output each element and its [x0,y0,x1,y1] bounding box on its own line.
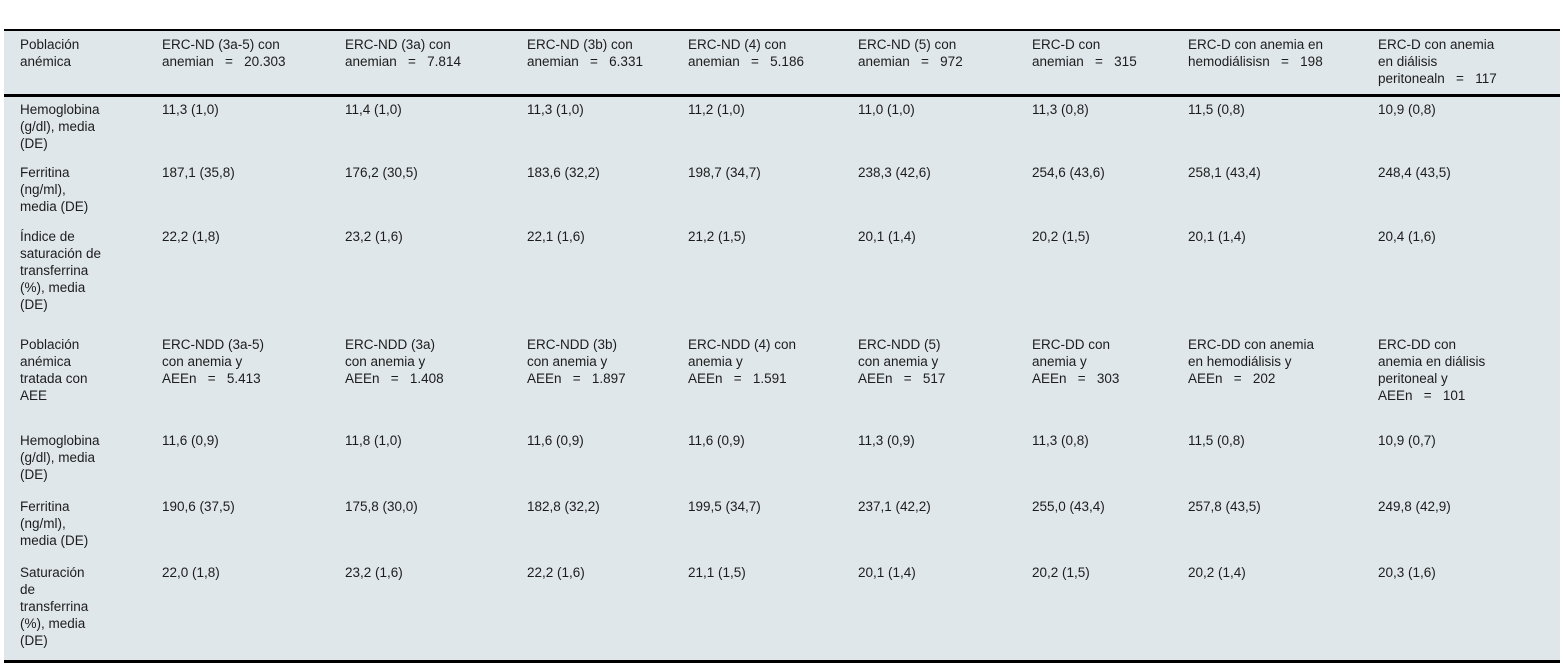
row-label: Hemoglobina (g/dl), media (DE) [20,432,100,482]
value-cell: 11,2 (1,0) [688,102,745,117]
value-cell: 11,5 (0,8) [1188,432,1245,448]
row-label: Población anémica tratada con AEE [20,336,88,403]
table-row-indice-saturacion: Índice de saturación de transferrina (%)… [4,224,1560,332]
value-cell: 11,6 (0,9) [688,432,745,448]
value-cell: 20,4 (1,6) [1378,228,1436,244]
subheader-cell-erc-ndd-5: ERC-NDD (5) con anemia y AEEn = 517 [858,336,946,386]
value-cell: 11,3 (0,8) [1032,102,1089,117]
value-cell: 198,7 (34,7) [688,164,761,180]
value-cell: 11,3 (0,8) [1032,432,1089,448]
value-cell: 11,6 (0,9) [162,432,219,448]
value-cell: 22,2 (1,6) [527,564,585,580]
value-cell: 22,2 (1,8) [162,228,220,244]
value-cell: 20,2 (1,5) [1032,564,1090,580]
value-cell: 258,1 (43,4) [1188,164,1261,180]
value-cell: 11,4 (1,0) [345,102,402,117]
header-cell-erc-d: ERC-D con anemian = 315 [1032,30,1188,97]
table-row-poblacion-tratada-aee: Población anémica tratada con AEE ERC-ND… [4,332,1560,428]
subheader-cell-erc-ndd-3a5: ERC-NDD (3a-5) con anemia y AEEn = 5.413 [162,336,265,386]
value-cell: 23,2 (1,6) [345,228,403,244]
subheader-cell-erc-ndd-4: ERC-NDD (4) con anemia y AEEn = 1.591 [688,336,797,386]
subheader-cell-erc-dd-dialisis-peritoneal: ERC-DD con anemia en diálisis peritoneal… [1378,336,1486,403]
header-cell-erc-d-dialisis-peritoneal: ERC-D con anemia en diálisis peritonealn… [1378,30,1560,97]
value-cell: 175,8 (30,0) [345,498,418,514]
row-label: Ferritina (ng/ml), media (DE) [20,498,89,548]
value-cell: 20,2 (1,5) [1032,228,1090,244]
value-cell: 199,5 (34,7) [688,498,761,514]
value-cell: 22,0 (1,8) [162,564,220,580]
value-cell: 20,2 (1,4) [1188,564,1246,580]
value-cell: 183,6 (32,2) [527,164,600,180]
value-cell: 11,0 (1,0) [858,102,915,117]
value-cell: 11,3 (0,9) [858,432,915,448]
value-cell: 182,8 (32,2) [527,498,600,514]
value-cell: 248,4 (43,5) [1378,164,1451,180]
table-row-hemoglobina-1: Hemoglobina (g/dl), media (DE) 11,3 (1,0… [4,96,1560,160]
value-cell: 11,3 (1,0) [162,102,219,117]
value-cell: 11,5 (0,8) [1188,102,1245,117]
header-cell-erc-nd-4: ERC-ND (4) con anemian = 5.186 [688,30,858,97]
header-cell-erc-d-hemodialisis: ERC-D con anemia en hemodiálisisn = 198 [1188,30,1378,97]
row-label: Ferritina (ng/ml), media (DE) [20,164,89,214]
table-row-saturacion-transferrina: Saturación de transferrina (%), media (D… [4,560,1560,662]
page: Población anémica ERC-ND (3a-5) con anem… [0,29,1563,672]
value-cell: 255,0 (43,4) [1032,498,1105,514]
value-cell: 249,8 (42,9) [1378,498,1451,514]
table-row-hemoglobina-2: Hemoglobina (g/dl), media (DE) 11,6 (0,9… [4,428,1560,494]
value-cell: 21,1 (1,5) [688,564,746,580]
value-cell: 237,1 (42,2) [858,498,931,514]
table-header-row: Población anémica ERC-ND (3a-5) con anem… [4,30,1560,97]
header-cell-erc-nd-3a5: ERC-ND (3a-5) con anemian = 20.303 [162,30,345,97]
subheader-cell-erc-dd-hemodialisis: ERC-DD con anemia en hemodiálisis y AEEn… [1188,336,1315,386]
value-cell: 22,1 (1,6) [527,228,585,244]
subheader-cell-erc-ndd-3b: ERC-NDD (3b) con anemia y AEEn = 1.897 [527,336,626,386]
subheader-cell-erc-dd: ERC-DD con anemia y AEEn = 303 [1032,336,1120,386]
value-cell: 23,2 (1,6) [345,564,403,580]
value-cell: 190,6 (37,5) [162,498,235,514]
header-cell-poblacion-anemica: Población anémica [4,30,162,97]
value-cell: 10,9 (0,7) [1378,432,1436,448]
value-cell: 20,1 (1,4) [858,228,916,244]
value-cell: 20,1 (1,4) [1188,228,1246,244]
value-cell: 20,1 (1,4) [858,564,916,580]
subheader-cell-erc-ndd-3a: ERC-NDD (3a) con anemia y AEEn = 1.408 [345,336,444,386]
value-cell: 257,8 (43,5) [1188,498,1261,514]
value-cell: 238,3 (42,6) [858,164,931,180]
value-cell: 11,6 (0,9) [527,432,584,448]
value-cell: 20,3 (1,6) [1378,564,1436,580]
value-cell: 254,6 (43,6) [1032,164,1105,180]
header-cell-erc-nd-5: ERC-ND (5) con anemian = 972 [858,30,1032,97]
value-cell: 11,8 (1,0) [345,432,402,448]
anemia-population-table: Población anémica ERC-ND (3a-5) con anem… [4,29,1560,663]
row-label: Índice de saturación de transferrina (%)… [20,228,102,312]
table-row-ferritina-2: Ferritina (ng/ml), media (DE) 190,6 (37,… [4,494,1560,560]
row-label: Hemoglobina (g/dl), media (DE) [20,102,100,151]
header-cell-erc-nd-3b: ERC-ND (3b) con anemian = 6.331 [527,30,688,97]
row-label: Saturación de transferrina (%), media (D… [20,564,89,648]
value-cell: 176,2 (30,5) [345,164,418,180]
value-cell: 21,2 (1,5) [688,228,746,244]
value-cell: 187,1 (35,8) [162,164,235,180]
value-cell: 10,9 (0,8) [1378,102,1436,117]
header-cell-erc-nd-3a: ERC-ND (3a) con anemian = 7.814 [345,30,527,97]
value-cell: 11,3 (1,0) [527,102,584,117]
table-row-ferritina-1: Ferritina (ng/ml), media (DE) 187,1 (35,… [4,160,1560,224]
